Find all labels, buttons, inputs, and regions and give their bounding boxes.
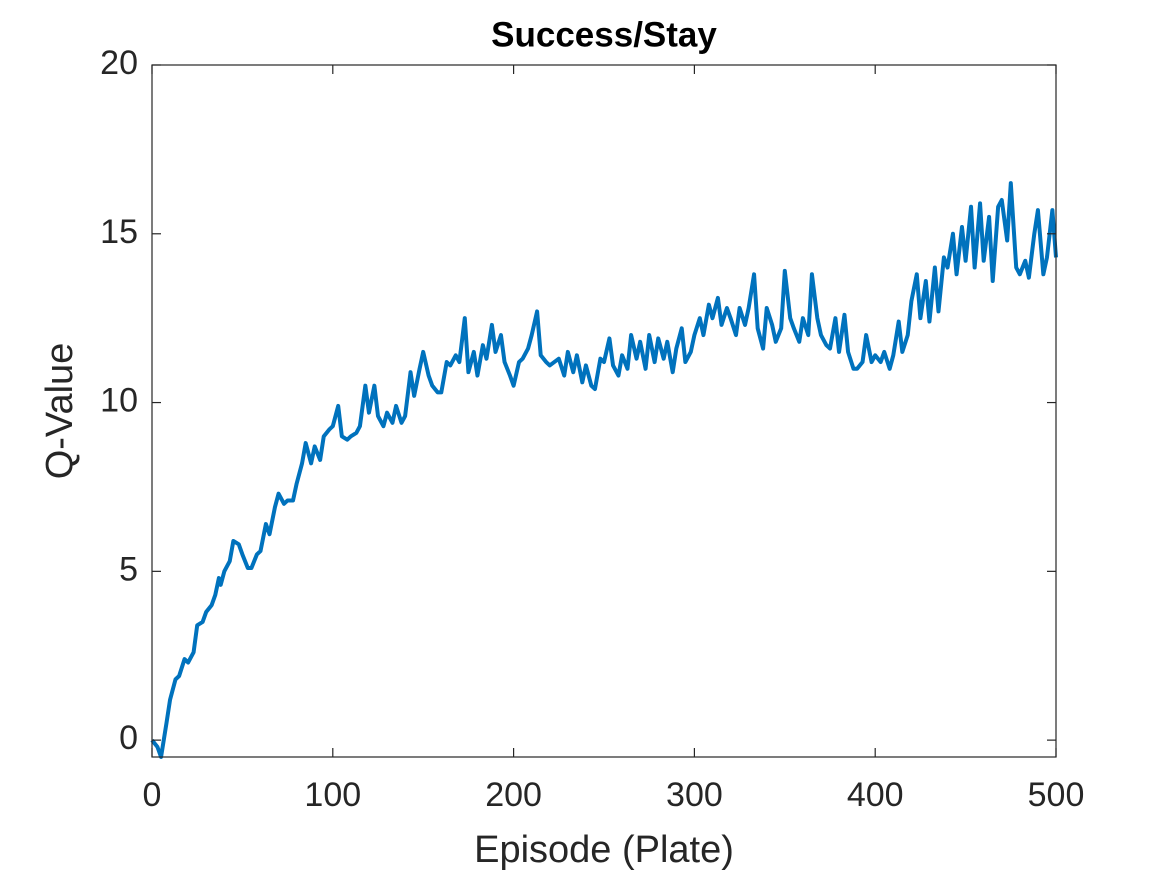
x-tick-label: 100 [304, 776, 361, 814]
axes-box [151, 64, 1057, 758]
y-tick-label: 20 [100, 44, 138, 82]
y-axis-label: Q-Value [39, 343, 81, 480]
y-tick-label: 0 [119, 719, 138, 757]
y-tick-label: 5 [119, 550, 138, 588]
y-tick-label: 15 [100, 213, 138, 251]
y-tick-label: 10 [100, 382, 138, 420]
x-tick-label: 300 [666, 776, 723, 814]
x-tick-label: 0 [143, 776, 162, 814]
x-tick-label: 200 [485, 776, 542, 814]
x-tick-label: 400 [847, 776, 904, 814]
data-line [150, 181, 1058, 759]
x-tick-label: 500 [1028, 776, 1085, 814]
chart-title: Success/Stay [491, 15, 717, 54]
x-axis-label: Episode (Plate) [474, 829, 734, 871]
